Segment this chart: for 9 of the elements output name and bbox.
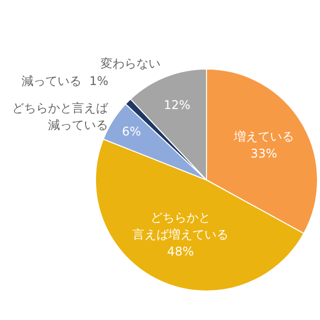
category-label: 減っている 1% — [22, 74, 108, 88]
slice-label: どちらかと言えば減っている — [12, 101, 110, 132]
slice-label: 増えている — [232, 130, 294, 144]
data-label: 33% — [250, 146, 278, 161]
slice-label: どちらかと言えば増えている — [132, 210, 229, 242]
slice-label: 変わらない — [100, 56, 161, 71]
data-label: 6% — [122, 124, 142, 139]
data-label: 12% — [164, 98, 190, 112]
data-label: 48% — [167, 244, 194, 258]
